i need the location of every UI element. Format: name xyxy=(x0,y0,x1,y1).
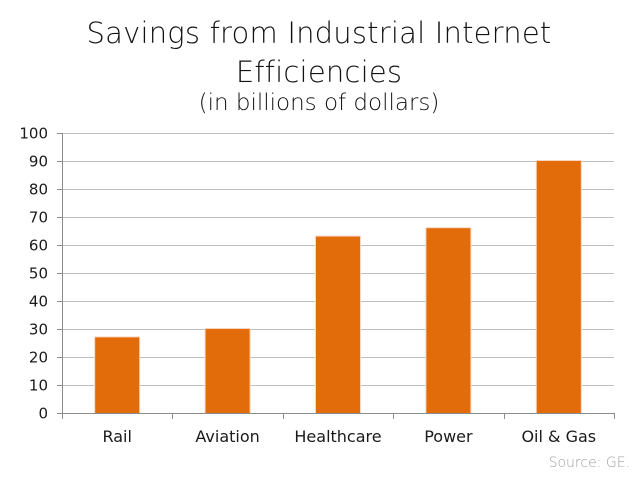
bars xyxy=(94,160,582,413)
category-label: Rail xyxy=(102,427,131,446)
y-tick-label: 0 xyxy=(38,405,48,423)
category-label: Oil & Gas xyxy=(521,427,596,446)
category-label: Aviation xyxy=(195,427,259,446)
source-note: Source: GE. xyxy=(548,455,630,471)
bar-power xyxy=(426,228,471,413)
category-labels: Rail Aviation Healthcare Power Oil & Gas xyxy=(102,427,596,446)
y-tick-label: 40 xyxy=(29,293,48,311)
y-tick-label: 60 xyxy=(29,237,48,255)
y-tick-labels: 0 10 20 30 40 50 60 70 80 90 100 xyxy=(19,125,48,423)
axes xyxy=(57,133,615,419)
chart-title-line-1: Savings from Industrial Internet xyxy=(86,16,552,50)
y-tick-label: 30 xyxy=(29,321,48,339)
category-label: Healthcare xyxy=(294,427,381,446)
y-tick-label: 10 xyxy=(29,377,48,395)
bar-oil-gas xyxy=(536,161,581,413)
bar-aviation xyxy=(205,329,250,413)
chart-title-line-2: Efficiencies xyxy=(235,55,403,89)
y-tick-label: 70 xyxy=(29,209,48,227)
y-tick-label: 20 xyxy=(29,349,48,367)
chart-subtitle: (in billions of dollars) xyxy=(198,90,440,116)
y-tick-label: 50 xyxy=(29,265,48,283)
bar-healthcare xyxy=(316,236,360,413)
y-tick-label: 80 xyxy=(29,181,48,199)
category-label: Power xyxy=(424,427,473,446)
y-tick-label: 90 xyxy=(29,153,48,171)
bar-rail xyxy=(95,337,140,413)
y-tick-label: 100 xyxy=(19,125,48,143)
